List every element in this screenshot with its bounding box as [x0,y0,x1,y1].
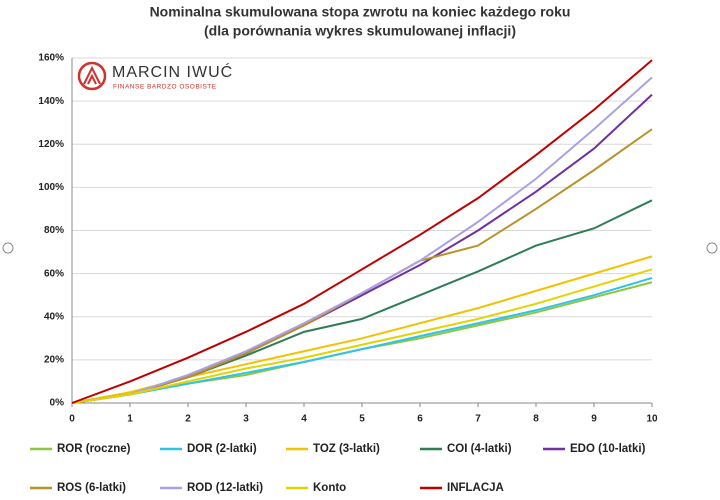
logo-icon [83,65,101,85]
y-tick-label: 160% [38,53,64,64]
y-tick-label: 40% [44,311,64,322]
logo-name: MARCIN IWUĆ [112,62,233,81]
chart-title: Nominalna skumulowana stopa zwrotu na ko… [150,4,571,20]
y-tick-label: 120% [38,139,64,150]
legend-label: COI (4-latki) [447,443,512,455]
x-tick-label: 2 [185,414,191,425]
x-tick-label: 3 [243,414,249,425]
legend-label: INFLACJA [447,482,504,494]
legend-label: TOZ (3-latki) [313,443,380,455]
series-line [71,276,653,404]
y-tick-label: 60% [44,268,64,279]
x-tick-label: 7 [475,414,481,425]
y-tick-label: 100% [38,182,64,193]
x-tick-label: 5 [359,414,365,425]
series-line [71,59,653,404]
x-tick-label: 0 [69,414,75,425]
legend-label: Konto [313,482,346,494]
x-tick-label: 10 [646,414,658,425]
legend-label: DOR (2-latki) [187,443,257,455]
logo: MARCIN IWUĆ FINANSE BARDZO OSOBISTE [77,61,233,91]
y-tick-label: 80% [44,225,64,236]
logo-icon [77,61,107,91]
logo-tagline: FINANSE BARDZO OSOBISTE [113,84,217,91]
series-line [71,76,653,404]
x-tick-label: 9 [591,414,597,425]
x-tick-label: 8 [533,414,539,425]
y-tick-label: 0% [50,398,65,409]
series-line [71,268,653,404]
x-tick-label: 1 [127,414,133,425]
legend-label: EDO (10-latki) [570,443,646,455]
legend-label: ROD (12-latki) [187,482,263,494]
x-tick-label: 6 [417,414,423,425]
x-tick-label: 4 [301,414,307,425]
y-tick-label: 20% [44,355,64,366]
resize-handle [2,242,14,254]
resize-handle [706,242,718,254]
legend-label: ROS (6-latki) [57,482,126,494]
chart-subtitle: (dla porównania wykres skumulowanej infl… [204,23,516,39]
y-tick-label: 140% [38,96,64,107]
legend-label: ROR (roczne) [57,443,131,455]
